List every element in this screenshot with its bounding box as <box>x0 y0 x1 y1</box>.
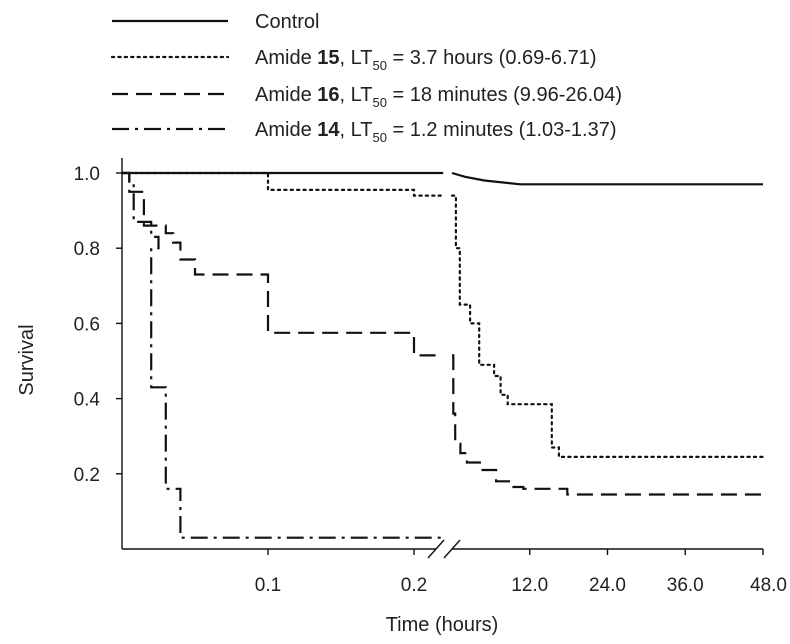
axes <box>121 158 763 559</box>
y-tick-label: 1.0 <box>74 164 100 185</box>
x-tick-label: 0.2 <box>401 575 427 596</box>
y-tick-label: 0.2 <box>74 465 100 486</box>
amide16-line-right <box>452 354 763 496</box>
amide15-line-left <box>120 171 445 197</box>
y-tick-label: 0.6 <box>74 314 100 335</box>
y-tick-label: 0.4 <box>74 390 101 411</box>
y-tick-label: 0.8 <box>74 239 100 260</box>
control-line-right <box>451 171 763 186</box>
x-tick-label: 48.0 <box>750 575 787 596</box>
x-axis-label: Time (hours) <box>386 614 499 636</box>
ticks: 1.0 0.8 0.6 0.4 0.2 0.1 0.2 12.0 24.0 36.0 48.0 <box>74 164 787 596</box>
axis-break-mark <box>443 539 461 559</box>
x-tick-label: 36.0 <box>667 575 704 596</box>
amide15-line-right <box>450 194 765 458</box>
amide16-line-left <box>122 171 444 357</box>
series-layer <box>120 171 765 539</box>
y-axis-label: Survival <box>16 324 38 395</box>
x-tick-label: 24.0 <box>589 575 626 596</box>
legend-label-amide16: Amide 16, LT50 = 18 minutes (9.96-26.04) <box>255 84 622 110</box>
legend: Control Amide 15, LT50 = 3.7 hours (0.69-… <box>110 11 622 145</box>
legend-label-control: Control <box>255 11 319 33</box>
axis-break-mark <box>427 539 445 559</box>
legend-label-amide14: Amide 14, LT50 = 1.2 minutes (1.03-1.37) <box>255 119 617 145</box>
x-tick-label: 12.0 <box>511 575 548 596</box>
legend-label-amide15: Amide 15, LT50 = 3.7 hours (0.69-6.71) <box>255 47 597 73</box>
x-tick-label: 0.1 <box>255 575 281 596</box>
amide14-line-left <box>122 171 444 539</box>
